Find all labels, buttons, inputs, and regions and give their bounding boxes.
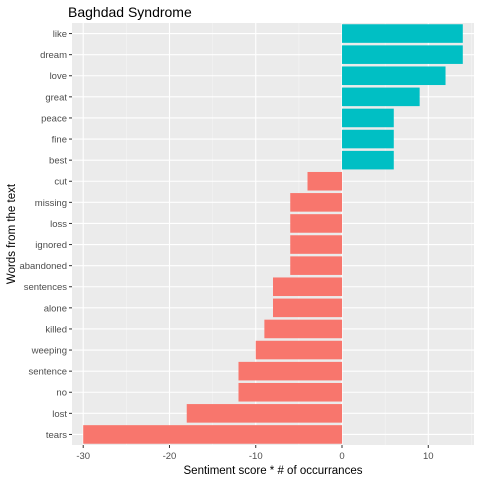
y-tick-label: peace [41,113,67,124]
y-tick-label: lost [52,409,67,420]
y-tick-label: no [56,388,67,399]
bar-no [238,382,343,402]
bar-sentence [238,361,343,381]
bar-lost [186,404,343,423]
y-tick-label: great [45,92,67,103]
y-tick-label: sentence [28,367,67,378]
bar-ignored [290,235,343,254]
y-tick-label: alone [44,303,67,314]
bar-peace [342,108,394,128]
y-axis-title: Words from the text [6,183,18,284]
x-tick-label: 0 [339,451,344,462]
bar-sentences [273,277,343,297]
x-axis-title: Sentiment score * # of occurrances [184,465,363,477]
y-tick-label: dream [40,50,67,61]
y-tick-label: tears [46,430,67,441]
bar-dream [342,45,463,64]
chart-title: Baghdad Syndrome [68,4,192,20]
x-tick-label: -20 [163,451,177,462]
y-tick-label: best [49,156,67,167]
bars [83,24,463,444]
bar-fine [342,129,394,149]
plot-panel [72,23,474,445]
y-tick-label: missing [35,198,67,209]
y-tick-label: fine [52,134,67,145]
y-tick-label: ignored [35,240,67,251]
y-tick-label: loss [50,219,67,230]
x-axis-ticks: -30 -20 -10 0 10 [76,445,434,462]
y-tick-label: sentences [24,282,68,293]
y-tick-label: abandoned [19,261,67,272]
bar-weeping [255,340,343,360]
y-tick-label: killed [45,324,67,335]
bar-like [342,24,463,43]
bar-abandoned [290,256,343,275]
y-tick-label: like [53,29,67,40]
x-tick-label: -10 [249,451,263,462]
bar-great [342,87,420,107]
bar-loss [290,214,343,233]
bar-tears [83,425,343,444]
x-tick-label: -30 [76,451,90,462]
bar-love [342,66,446,86]
bar-killed [264,319,343,339]
bar-missing [290,193,343,212]
y-tick-label: love [50,71,67,82]
bar-cut [307,171,343,191]
y-tick-label: weeping [31,345,67,356]
y-tick-label: cut [54,177,67,188]
bar-best [342,150,394,170]
bar-alone [273,298,343,318]
x-tick-label: 10 [423,451,434,462]
y-axis-ticks: like dream love great peace fine best cut missin… [19,29,72,441]
